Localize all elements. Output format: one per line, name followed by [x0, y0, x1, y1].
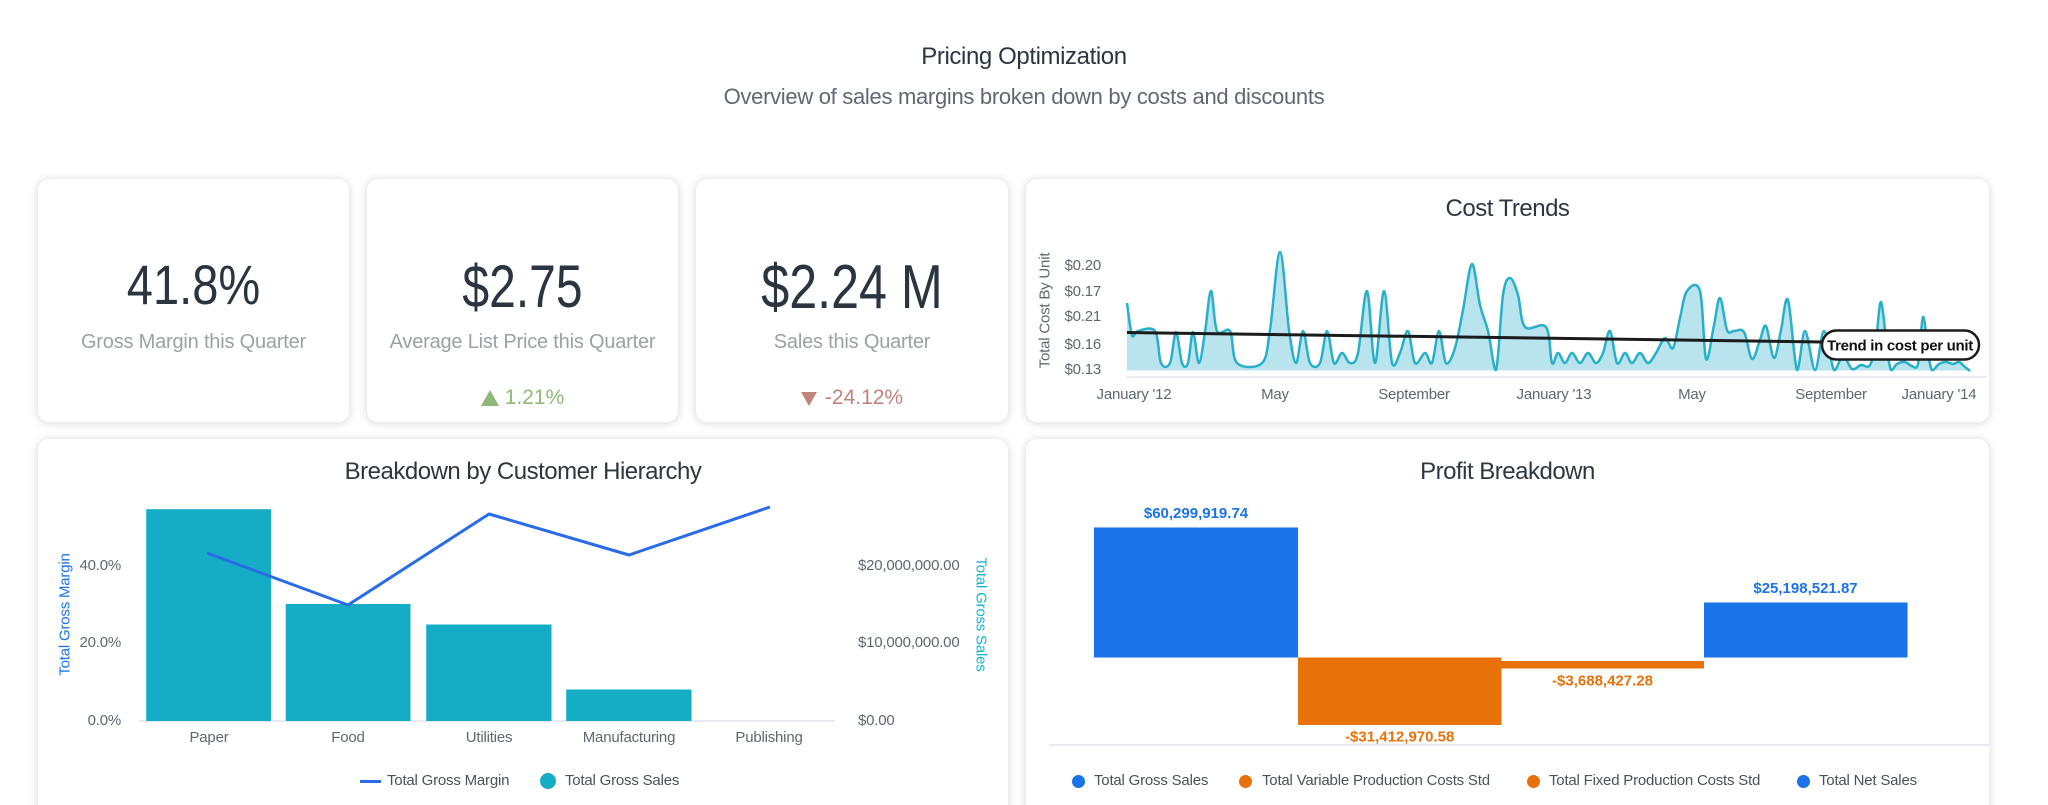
svg-text:Trend in cost per unit: Trend in cost per unit: [1827, 338, 1973, 355]
svg-text:-$31,412,970.58: -$31,412,970.58: [1345, 729, 1454, 746]
svg-text:$25,198,521.87: $25,198,521.87: [1753, 580, 1857, 597]
svg-text:$60,299,919.74: $60,299,919.74: [1144, 505, 1249, 522]
svg-text:-$3,688,427.28: -$3,688,427.28: [1552, 673, 1653, 690]
